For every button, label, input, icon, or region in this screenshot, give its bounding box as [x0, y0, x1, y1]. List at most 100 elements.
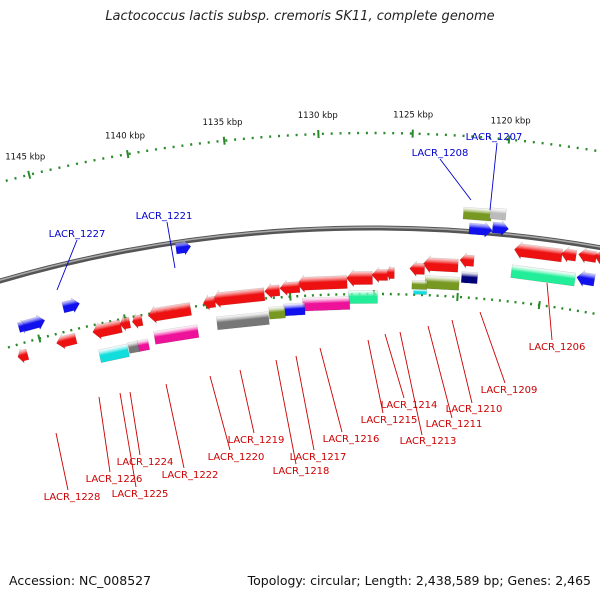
gene-label: LACR_1221: [136, 211, 193, 222]
major-tick: [37, 334, 42, 343]
gene-arrow: [16, 319, 26, 334]
outer-scale-dot: [427, 132, 430, 136]
gene-box-shape: [283, 302, 306, 317]
gene-arrow: [279, 279, 301, 297]
outer-scale-dot: [392, 131, 395, 135]
leader-line: [165, 383, 185, 469]
gene-box-shape: [302, 296, 350, 312]
gene-label: LACR_1215: [361, 415, 418, 426]
leader-line: [166, 221, 176, 269]
gene-label: LACR_1210: [446, 404, 503, 415]
inner-scale-dot: [62, 330, 65, 334]
inner-scale-dot: [467, 296, 470, 299]
major-tick: [537, 301, 541, 310]
outer-scale-dot: [523, 139, 527, 143]
gene-arrow-shape: [561, 247, 577, 263]
gene-arrow-shape: [576, 270, 596, 287]
gene-arrow: [346, 268, 373, 288]
outer-scale-dot: [515, 139, 518, 142]
inner-scale-dot: [311, 294, 314, 297]
gene-box-shape: [153, 324, 200, 345]
major-tick: [507, 135, 511, 144]
gene-arrow: [17, 347, 30, 364]
gene-arrow-shape: [409, 261, 425, 277]
gene-arrow-shape: [92, 319, 123, 340]
gene-box: [283, 302, 306, 317]
inner-scale-dot: [54, 332, 57, 336]
outer-scale-dot: [75, 162, 79, 166]
gene-box-shape: [268, 306, 286, 320]
gene-box: [411, 279, 428, 290]
leader-line: [451, 319, 473, 404]
gene-box: [462, 206, 493, 222]
outer-scale-dot: [40, 170, 44, 174]
outer-scale-dot: [277, 134, 281, 138]
gene-arrow: [264, 282, 281, 300]
gene-box-shape: [98, 343, 130, 363]
gene-label: LACR_1217: [290, 452, 347, 463]
gene-arrow: [576, 269, 596, 288]
gene-arrow-shape: [132, 313, 144, 329]
inner-scale-dot: [304, 294, 307, 298]
inner-scale-dot: [514, 300, 517, 304]
gene-box-shape: [127, 340, 140, 354]
outer-scale-dot: [14, 176, 17, 180]
outer-scale-dot: [190, 143, 193, 146]
inner-scale-dot: [327, 293, 330, 296]
gene-label: LACR_1211: [426, 419, 483, 430]
outer-scale-dot: [576, 146, 579, 150]
gene-arrow: [386, 265, 395, 281]
inner-scale-dot: [335, 293, 338, 296]
kbp-label: 1145 kbp: [5, 152, 45, 162]
leader-line: [319, 347, 343, 433]
inner-scale-dot: [483, 297, 486, 301]
gene-box-shape: [413, 289, 427, 295]
outer-scale-dot: [374, 131, 377, 135]
map-title: Lactococcus lactis subsp. cremoris SK11,…: [105, 9, 495, 24]
gene-arrow-shape: [175, 239, 191, 255]
gene-arrow-shape: [22, 315, 45, 332]
gene-arrow: [21, 314, 46, 332]
gene-label: LACR_1207: [466, 132, 523, 143]
outer-scale-dot: [172, 145, 175, 149]
leader-line: [546, 282, 553, 341]
outer-scale-dot: [418, 132, 421, 136]
leader-line: [55, 432, 69, 491]
gene-arrow: [578, 247, 598, 264]
leader-line: [98, 396, 111, 473]
outer-scale-dot: [286, 134, 289, 137]
inner-scale-dot: [389, 292, 392, 296]
gene-arrow: [468, 221, 493, 238]
leader-line: [399, 331, 423, 436]
inner-scale-dot: [506, 299, 509, 303]
gene-arrow: [560, 246, 578, 263]
gene-label: LACR_1214: [381, 400, 438, 411]
outer-scale-dot: [594, 149, 597, 152]
inner-scale-dot: [529, 302, 533, 306]
outer-scale-dot: [260, 136, 263, 139]
inner-scale-dot: [194, 304, 198, 308]
gene-label: LACR_1213: [400, 436, 457, 447]
genome-backbone: [0, 225, 600, 284]
gene-arrow: [147, 302, 193, 324]
outer-scale-dot: [585, 147, 588, 151]
leader-line: [275, 359, 297, 465]
outer-scale-dot: [313, 132, 316, 136]
gene-arrow-shape: [17, 319, 26, 334]
gene-arrow-shape: [119, 316, 131, 331]
inner-scale-dot: [475, 297, 478, 300]
outer-scale-dot: [5, 179, 8, 183]
gene-arrow: [56, 332, 78, 350]
gene-arrow: [119, 315, 132, 332]
gene-box: [510, 264, 577, 287]
gene-box-shape: [216, 311, 270, 330]
gene-box: [302, 296, 351, 312]
genome-backbone-highlight: [0, 226, 600, 282]
gene-label: LACR_1224: [117, 457, 174, 468]
inner-scale-dot: [7, 345, 11, 349]
leader-line: [209, 375, 231, 451]
inner-scale-dot: [381, 292, 385, 296]
outer-scale-dot: [541, 141, 544, 145]
gene-arrow: [459, 252, 475, 269]
gene-label: LACR_1218: [273, 466, 330, 477]
